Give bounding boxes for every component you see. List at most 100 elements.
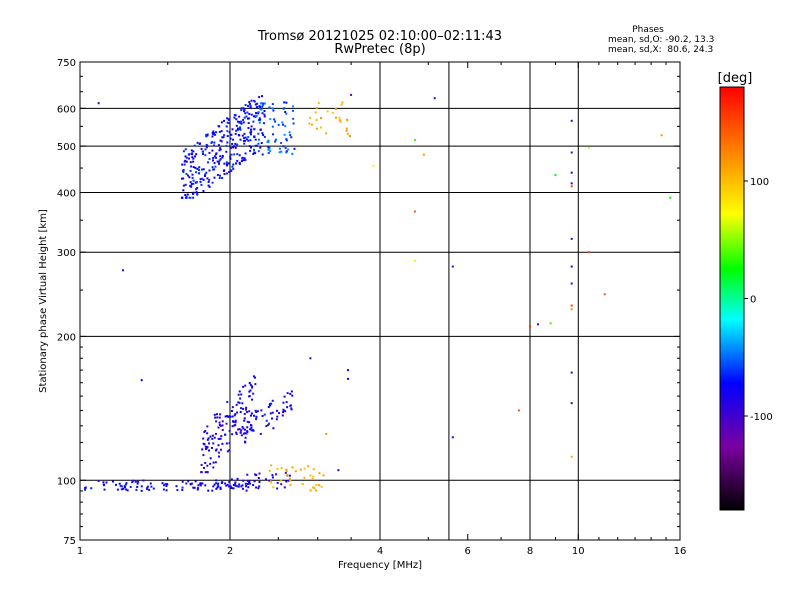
data-point bbox=[334, 108, 337, 111]
data-point bbox=[102, 481, 105, 484]
data-point bbox=[247, 136, 250, 139]
data-point bbox=[182, 168, 185, 171]
colorbar bbox=[719, 86, 745, 511]
data-point bbox=[570, 185, 573, 188]
data-point bbox=[190, 149, 193, 152]
data-point bbox=[288, 474, 291, 477]
data-point bbox=[282, 401, 285, 404]
data-point bbox=[146, 488, 149, 491]
data-point bbox=[242, 487, 245, 490]
data-point bbox=[225, 161, 228, 164]
data-point bbox=[272, 427, 275, 430]
colorbar-label: [deg] bbox=[718, 71, 753, 86]
data-point bbox=[570, 171, 573, 174]
data-point bbox=[247, 486, 250, 489]
data-point bbox=[238, 162, 241, 165]
data-point bbox=[233, 145, 236, 148]
data-point bbox=[260, 108, 263, 111]
data-point bbox=[187, 480, 190, 483]
data-point bbox=[263, 113, 266, 116]
data-point bbox=[271, 476, 274, 479]
data-point bbox=[282, 145, 285, 148]
data-point bbox=[218, 416, 221, 419]
y-tick-label: 75 bbox=[63, 536, 76, 547]
data-point bbox=[242, 121, 245, 124]
data-point bbox=[256, 102, 259, 105]
data-point bbox=[346, 377, 349, 380]
data-point bbox=[248, 145, 251, 148]
data-point bbox=[84, 487, 87, 490]
data-point bbox=[220, 130, 223, 133]
data-point bbox=[216, 160, 219, 163]
data-point bbox=[190, 482, 193, 485]
data-point bbox=[285, 480, 288, 483]
data-point bbox=[219, 413, 222, 416]
data-point bbox=[204, 484, 207, 487]
data-point bbox=[267, 148, 270, 151]
data-point bbox=[235, 124, 238, 127]
data-point bbox=[219, 147, 222, 150]
data-point bbox=[249, 131, 252, 134]
data-point bbox=[237, 134, 240, 137]
data-point bbox=[236, 485, 239, 488]
data-point bbox=[217, 455, 220, 458]
data-point bbox=[451, 265, 454, 268]
data-point bbox=[248, 481, 251, 484]
data-point bbox=[261, 104, 264, 107]
data-point bbox=[246, 430, 249, 433]
data-point bbox=[191, 192, 194, 195]
data-point bbox=[256, 410, 259, 413]
data-point bbox=[284, 110, 287, 113]
data-point bbox=[338, 116, 341, 119]
data-point bbox=[240, 107, 243, 110]
data-point bbox=[309, 474, 312, 477]
data-point bbox=[137, 480, 140, 483]
data-point bbox=[152, 487, 155, 490]
data-point bbox=[240, 434, 243, 437]
data-point bbox=[284, 125, 287, 128]
data-point bbox=[195, 171, 198, 174]
data-point bbox=[274, 120, 277, 123]
y-tick-label: 200 bbox=[57, 332, 76, 343]
data-point bbox=[192, 486, 195, 489]
data-point bbox=[267, 423, 270, 426]
data-point bbox=[232, 487, 235, 490]
data-point bbox=[257, 150, 260, 153]
data-point bbox=[207, 184, 210, 187]
data-point bbox=[216, 416, 219, 419]
data-point bbox=[315, 483, 318, 486]
data-point bbox=[182, 189, 185, 192]
data-point bbox=[309, 357, 312, 360]
data-point bbox=[237, 393, 240, 396]
data-point bbox=[268, 422, 271, 425]
data-point bbox=[276, 415, 279, 418]
data-point bbox=[241, 425, 244, 428]
data-point bbox=[274, 140, 277, 143]
data-point bbox=[189, 181, 192, 184]
data-point bbox=[181, 196, 184, 199]
data-point bbox=[241, 156, 244, 159]
data-point bbox=[140, 379, 143, 382]
data-point bbox=[181, 177, 184, 180]
data-point bbox=[226, 415, 229, 418]
data-point bbox=[240, 160, 243, 163]
data-point bbox=[236, 159, 239, 162]
data-point bbox=[216, 483, 219, 486]
data-point bbox=[182, 171, 185, 174]
data-point bbox=[289, 134, 292, 137]
data-point bbox=[211, 141, 214, 144]
data-point bbox=[184, 193, 187, 196]
data-point bbox=[570, 182, 573, 185]
data-point bbox=[529, 325, 531, 328]
data-point bbox=[258, 472, 261, 475]
data-point bbox=[288, 477, 291, 480]
data-point bbox=[248, 117, 251, 120]
data-point bbox=[245, 406, 248, 409]
data-point bbox=[246, 426, 249, 429]
data-point bbox=[228, 429, 231, 432]
data-point bbox=[236, 120, 239, 123]
data-point bbox=[235, 432, 238, 435]
x-tick-label: 2 bbox=[227, 546, 233, 557]
data-point bbox=[232, 138, 235, 141]
data-point bbox=[263, 110, 266, 113]
